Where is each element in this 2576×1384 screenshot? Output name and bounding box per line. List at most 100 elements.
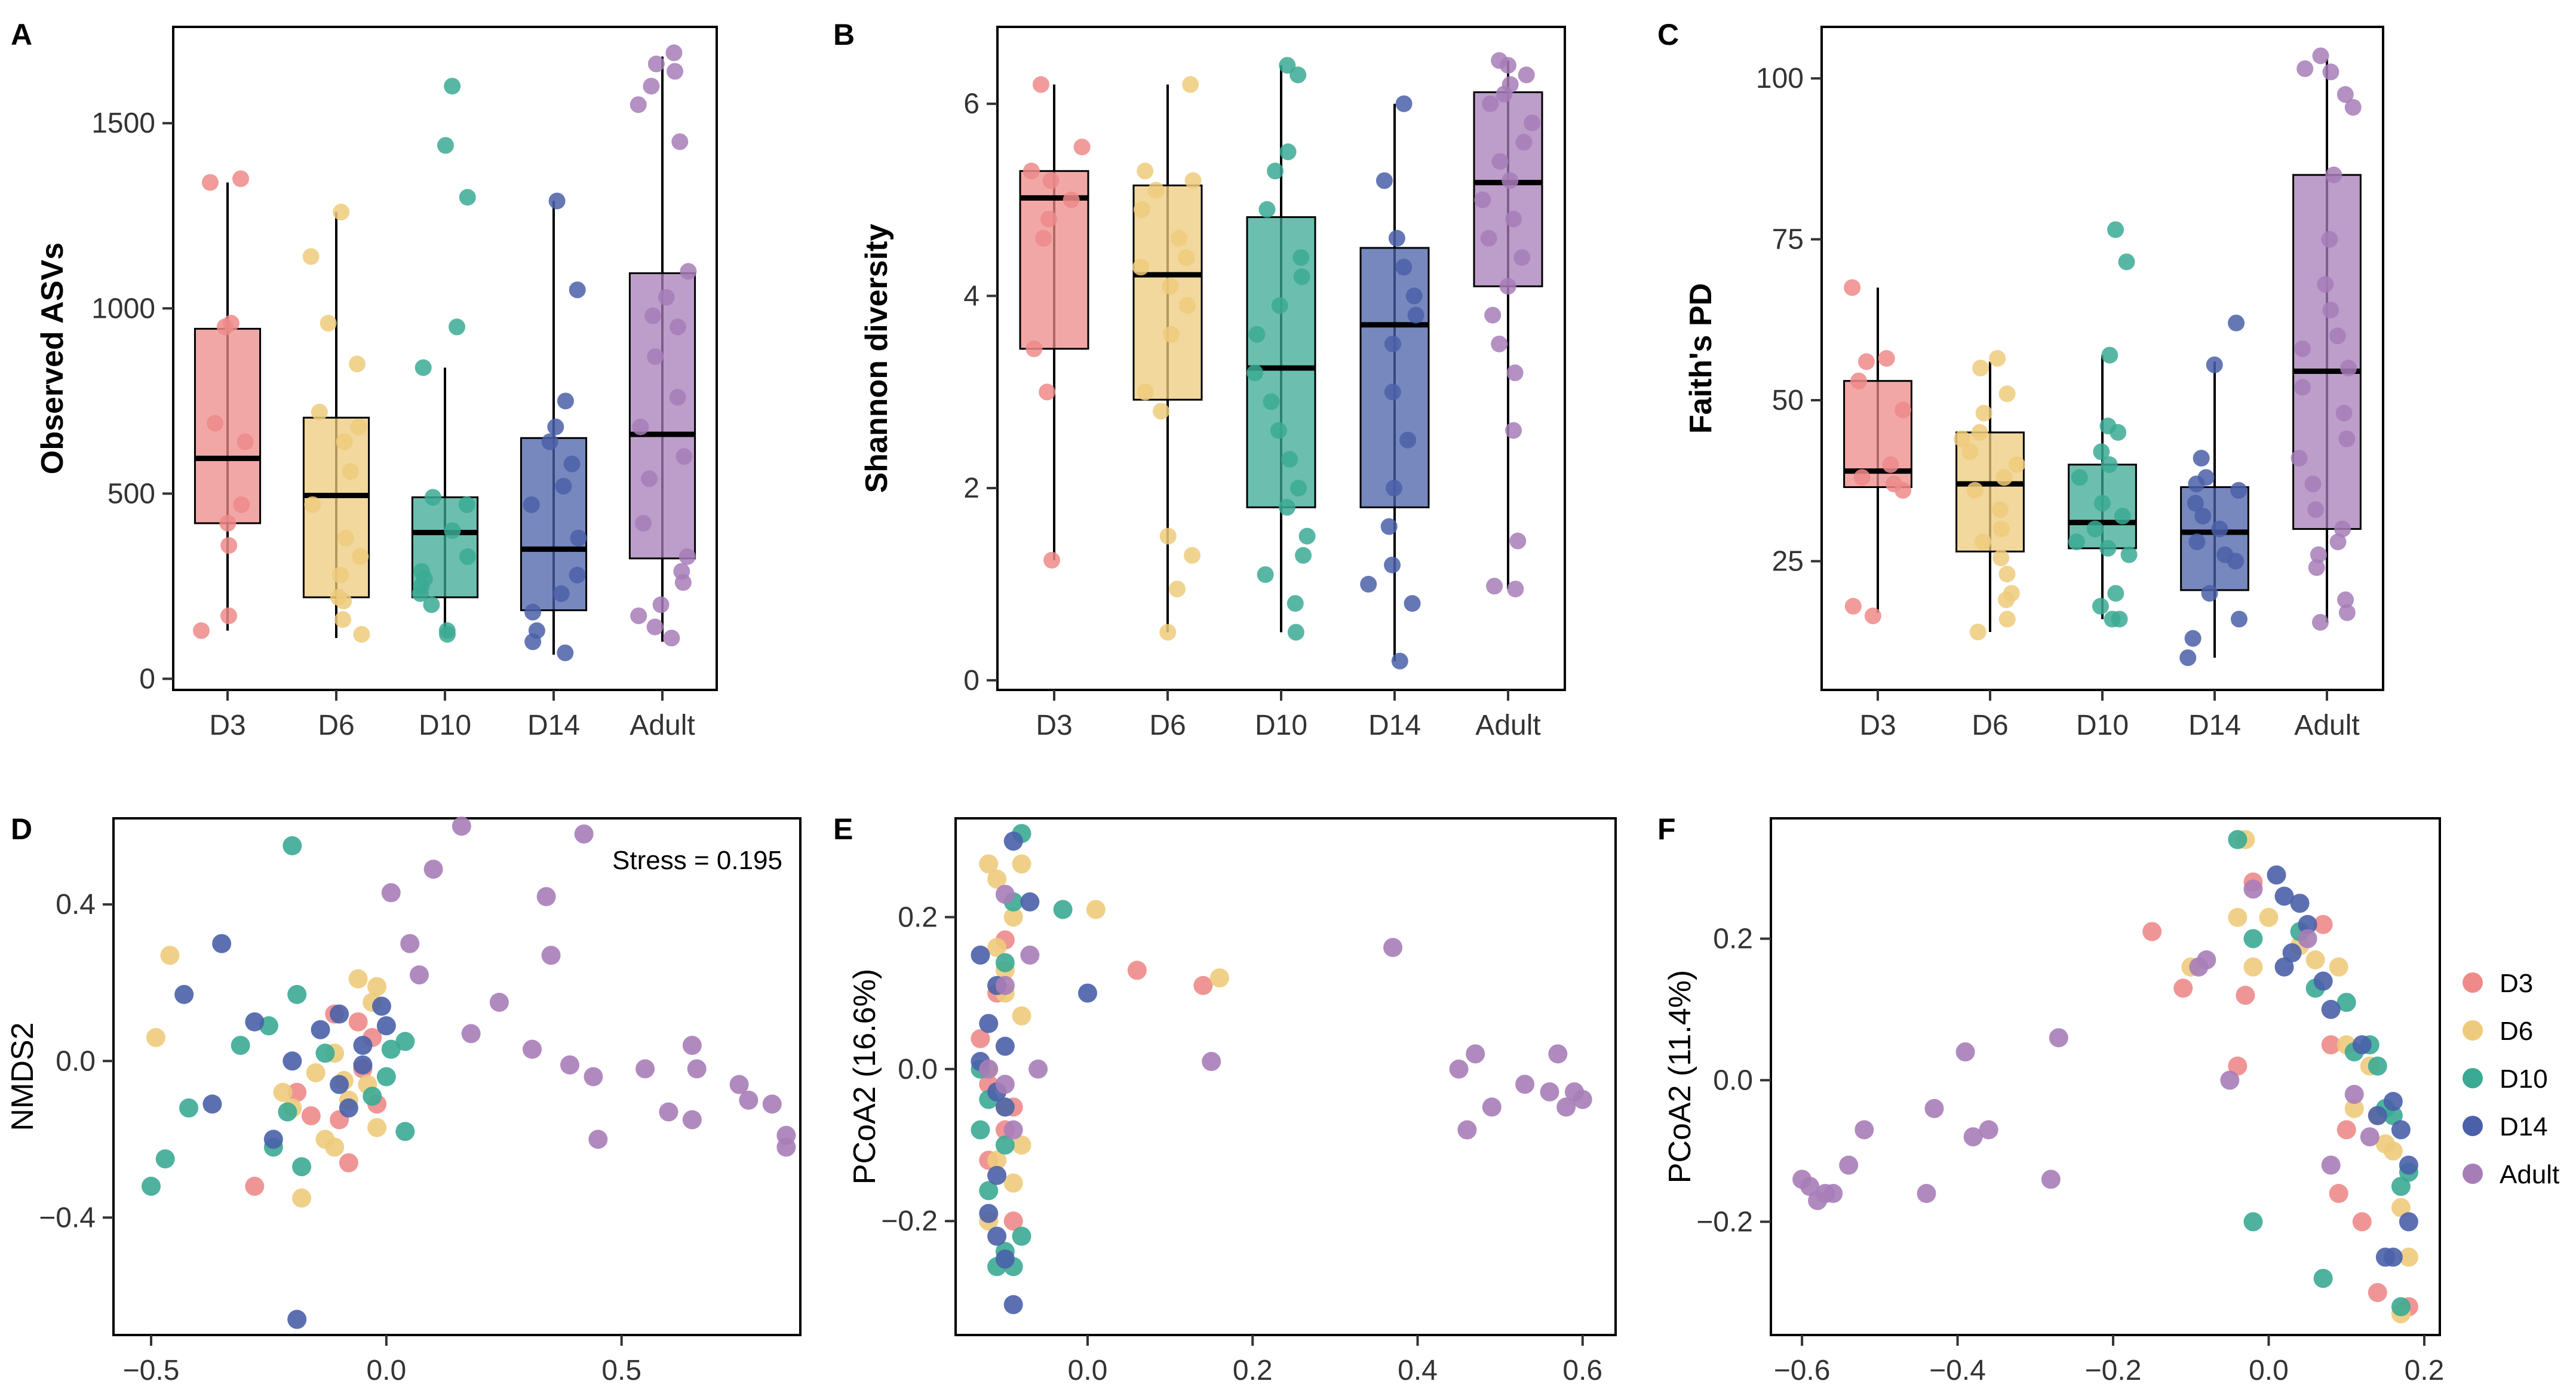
x-tick-label-d6: D6 <box>318 710 354 741</box>
data-point-d10 <box>2068 533 2085 551</box>
data-point-adult <box>489 992 509 1012</box>
data-point-d6 <box>1171 229 1188 247</box>
data-point-d6 <box>336 433 353 450</box>
data-point-d14 <box>2274 886 2294 906</box>
data-point-d10 <box>1287 595 1304 612</box>
x-tick-label: 0.2 <box>1233 1355 1273 1384</box>
data-point-d6 <box>1210 968 1229 988</box>
data-point-d3 <box>1003 1211 1023 1231</box>
data-point-adult <box>1509 532 1527 550</box>
data-point-d3 <box>2352 1212 2372 1232</box>
data-point-d6 <box>1992 520 2010 538</box>
data-point-d10 <box>2391 1297 2411 1317</box>
data-point-adult <box>381 883 401 903</box>
data-point-d10 <box>1279 57 1296 74</box>
data-point-adult <box>2298 929 2317 949</box>
data-point-adult <box>1556 1097 1576 1117</box>
data-point-adult <box>574 824 594 844</box>
x-tick-label: 0.5 <box>601 1355 641 1384</box>
data-point-d3 <box>1023 162 1040 180</box>
x-tick-label: −0.4 <box>1929 1355 1986 1384</box>
data-point-adult <box>2310 546 2327 563</box>
data-point-adult <box>643 78 660 95</box>
data-point-d10 <box>2228 830 2248 849</box>
data-point-adult <box>461 1024 481 1044</box>
data-point-d3 <box>1878 350 1895 367</box>
y-tick-label: 0.4 <box>56 889 96 920</box>
data-point-adult <box>1963 1127 1983 1147</box>
data-point-d14 <box>987 1165 1007 1185</box>
data-point-d10 <box>412 585 429 602</box>
data-point-d6 <box>1162 278 1179 295</box>
data-point-d3 <box>1073 139 1091 156</box>
data-point-adult <box>995 975 1015 995</box>
data-point-d10 <box>231 1036 250 1055</box>
data-point-d6 <box>1961 443 1979 461</box>
data-point-d6 <box>146 1027 165 1047</box>
data-point-d14 <box>523 496 540 513</box>
data-point-adult <box>2049 1028 2068 1048</box>
y-tick-label: 0.0 <box>898 1054 938 1085</box>
data-point-adult <box>1823 1184 1843 1204</box>
box-d14 <box>1359 247 1430 508</box>
data-point-d14 <box>353 1036 373 1055</box>
data-point-adult <box>659 1102 678 1122</box>
x-tick-label-d10: D10 <box>1255 710 1307 741</box>
y-tick-label: 0 <box>963 665 980 696</box>
data-point-d6 <box>342 463 359 480</box>
data-point-adult <box>1482 95 1499 112</box>
data-point-adult <box>452 817 471 836</box>
data-point-d3 <box>237 433 254 450</box>
data-point-d14 <box>1385 480 1402 497</box>
data-point-adult <box>1028 1059 1048 1079</box>
data-point-adult <box>2220 1070 2240 1090</box>
data-point-d6 <box>348 355 366 373</box>
data-point-adult <box>2335 404 2353 422</box>
data-point-d10 <box>2391 1177 2411 1196</box>
x-tick-label-d6: D6 <box>1972 710 2008 741</box>
data-point-adult <box>536 887 556 907</box>
data-point-d3 <box>1127 960 1147 980</box>
legend-label-d10: D10 <box>2500 1064 2548 1094</box>
x-tick-label: −0.6 <box>1774 1355 1831 1384</box>
data-point-d14 <box>2313 971 2333 991</box>
data-point-d3 <box>1864 607 1881 625</box>
data-point-adult <box>584 1067 603 1087</box>
data-point-adult <box>647 56 665 73</box>
y-tick-label: 2 <box>963 472 980 504</box>
data-point-adult <box>665 44 683 62</box>
data-point-d3 <box>1844 597 1862 615</box>
data-point-d6 <box>350 418 367 435</box>
panel-b: B 0 2 4 6 Shannon diversity D3 D6 D10 D14 Adult <box>833 18 1566 741</box>
data-point-d14 <box>2230 610 2248 628</box>
data-point-d6 <box>337 529 355 547</box>
data-point-adult <box>2311 613 2329 631</box>
data-point-d14 <box>2321 999 2341 1019</box>
data-point-d14 <box>552 585 570 602</box>
data-point-d14 <box>2274 957 2294 977</box>
data-point-d3 <box>1042 172 1060 189</box>
data-point-adult <box>1800 1177 1820 1196</box>
data-point-d14 <box>1384 556 1401 573</box>
data-point-d14 <box>339 1098 358 1118</box>
data-point-d10 <box>1263 393 1280 410</box>
y-tick-label: −0.2 <box>1696 1206 1753 1238</box>
data-point-d10 <box>2114 508 2131 525</box>
data-point-d10 <box>283 836 302 855</box>
data-point-d14 <box>1399 431 1417 449</box>
data-point-d10 <box>1298 527 1316 545</box>
data-point-adult <box>995 885 1015 904</box>
data-point-d6 <box>1183 547 1201 564</box>
data-point-adult <box>2321 231 2338 248</box>
y-tick-label: 0.2 <box>1713 923 1753 955</box>
y-tick-label: 50 <box>1772 385 1804 416</box>
box-d3 <box>194 327 262 524</box>
data-point-adult <box>1484 306 1502 324</box>
y-tick-label: 100 <box>1756 63 1804 94</box>
data-point-d14 <box>1388 229 1405 247</box>
data-point-d14 <box>979 1204 999 1223</box>
data-point-d10 <box>1267 162 1284 180</box>
data-point-d14 <box>2206 356 2223 373</box>
data-point-d10 <box>1012 1226 1031 1246</box>
